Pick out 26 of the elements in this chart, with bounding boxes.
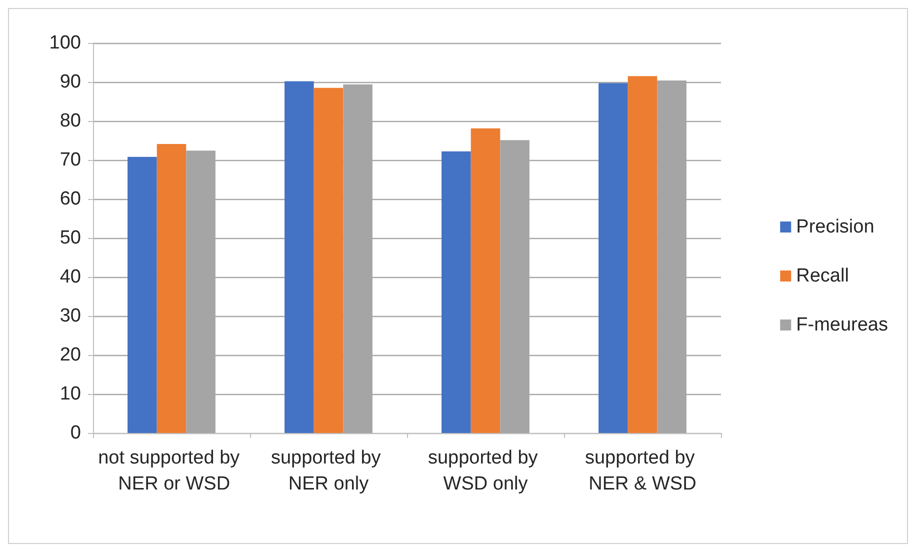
y-tick-label: 50 — [60, 228, 81, 248]
y-tick-label: 30 — [60, 306, 81, 326]
x-tick-label: supported by NER only — [270, 448, 386, 494]
bar — [284, 81, 314, 433]
y-tick-label: 70 — [60, 150, 81, 170]
y-tick-label: 100 — [49, 32, 81, 54]
bar — [442, 151, 471, 433]
legend-label: Precision — [796, 216, 874, 238]
x-tick-label: supported by NER & WSD — [584, 448, 700, 494]
y-tick-label: 20 — [60, 344, 81, 366]
y-tick-label: 10 — [60, 384, 81, 404]
bar — [470, 128, 500, 433]
y-tick-label: 40 — [60, 266, 81, 288]
bar — [598, 83, 628, 433]
y-tick-label: 90 — [60, 72, 81, 92]
bar — [156, 144, 186, 433]
y-tick-label: 0 — [70, 422, 81, 444]
bar — [128, 156, 157, 433]
x-tick-label: not supported by NER or WSD — [98, 448, 245, 494]
x-tick-label: supported by WSD only — [428, 448, 544, 494]
y-tick-label: 60 — [60, 188, 81, 210]
y-tick-label: 80 — [60, 110, 81, 132]
legend-label: Recall — [796, 266, 849, 286]
bar — [314, 88, 344, 433]
bar — [628, 76, 658, 433]
legend-label: F-meureas — [796, 314, 888, 336]
